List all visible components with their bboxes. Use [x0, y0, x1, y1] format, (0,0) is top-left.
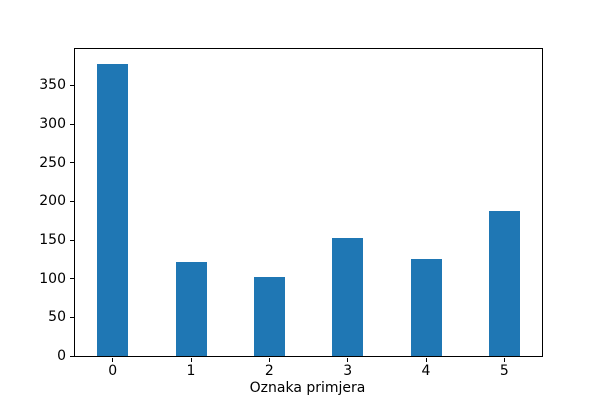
bar-5 [488, 210, 520, 356]
y-tick-label: 0 [57, 348, 66, 364]
y-tick-label: 200 [39, 193, 66, 210]
x-tick-label: 3 [343, 363, 353, 379]
x-tick-mark [190, 358, 192, 362]
x-tick-mark [503, 358, 505, 362]
x-tick-label: 0 [108, 363, 118, 379]
bar-2 [253, 277, 285, 356]
y-tick-label: 100 [39, 270, 66, 287]
x-tick-label: 4 [421, 363, 431, 379]
y-tick-mark [70, 123, 74, 125]
y-tick-mark [70, 84, 74, 86]
bar-4 [410, 258, 442, 356]
bar-1 [175, 261, 207, 356]
y-tick-mark [70, 162, 74, 164]
bar-3 [332, 237, 364, 356]
y-tick-mark [70, 316, 74, 318]
y-tick-mark [70, 278, 74, 280]
y-tick-label: 150 [39, 232, 66, 248]
y-tick-label: 300 [39, 116, 66, 132]
x-tick-mark [347, 358, 349, 362]
y-tick-label: 350 [39, 77, 66, 94]
x-tick-mark [112, 358, 114, 362]
y-tick-mark [70, 239, 74, 241]
x-tick-mark [268, 358, 270, 362]
y-tick-mark [70, 200, 74, 202]
y-tick-label: 50 [48, 309, 66, 326]
bar-0 [97, 64, 129, 356]
plot-area: 0 50 100 150 200 250 300 350 0 1 2 3 4 5 [39, 48, 543, 378]
x-tick-label: 1 [186, 363, 196, 379]
x-tick-label: 5 [499, 363, 509, 379]
x-axis-title: Oznaka primjera [249, 380, 366, 396]
y-tick-label: 250 [39, 154, 66, 171]
x-tick-label: 2 [264, 363, 274, 379]
y-tick-mark [70, 355, 74, 357]
x-tick-mark [425, 358, 427, 362]
